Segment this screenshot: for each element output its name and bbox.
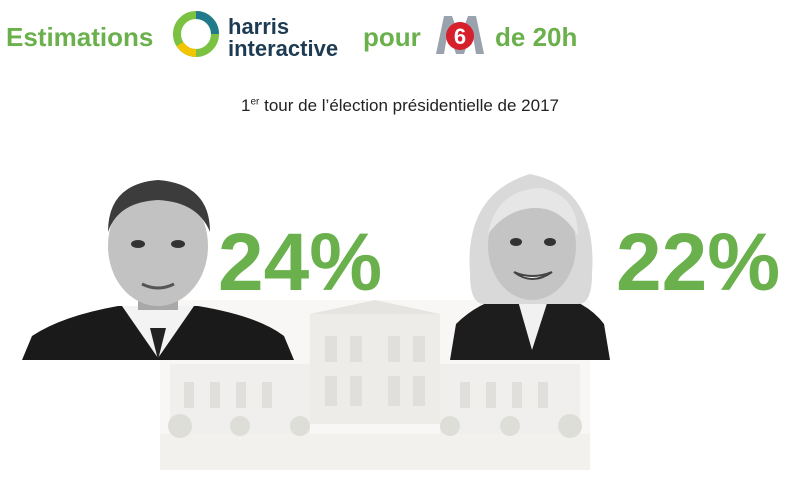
candidate-1-portrait xyxy=(22,180,294,360)
harris-interactive-wordmark: harris interactive xyxy=(228,16,338,60)
subtitle-rest: tour de l’élection présidentielle de 201… xyxy=(259,96,559,115)
harris-interactive-logo-icon xyxy=(173,11,219,57)
subtitle: 1er tour de l’élection présidentielle de… xyxy=(0,96,800,116)
candidate-2-percent: 22% xyxy=(616,217,781,308)
m6-logo-icon: 6 xyxy=(436,16,484,54)
subtitle-ordinal-suffix: er xyxy=(250,96,260,108)
m6-logo-text: 6 xyxy=(454,24,466,49)
brand-line1: harris xyxy=(228,14,290,39)
candidate-2-portrait xyxy=(450,174,610,360)
estimations-label: Estimations xyxy=(6,22,154,52)
brand-line2: interactive xyxy=(228,36,339,61)
de-20h-label: de 20h xyxy=(495,22,578,52)
candidate-1-percent: 24% xyxy=(218,217,383,308)
subtitle-ordinal: 1 xyxy=(241,96,251,115)
pour-label: pour xyxy=(363,22,421,52)
header-banner: Estimations harris interactive pour 6 de… xyxy=(0,10,800,60)
